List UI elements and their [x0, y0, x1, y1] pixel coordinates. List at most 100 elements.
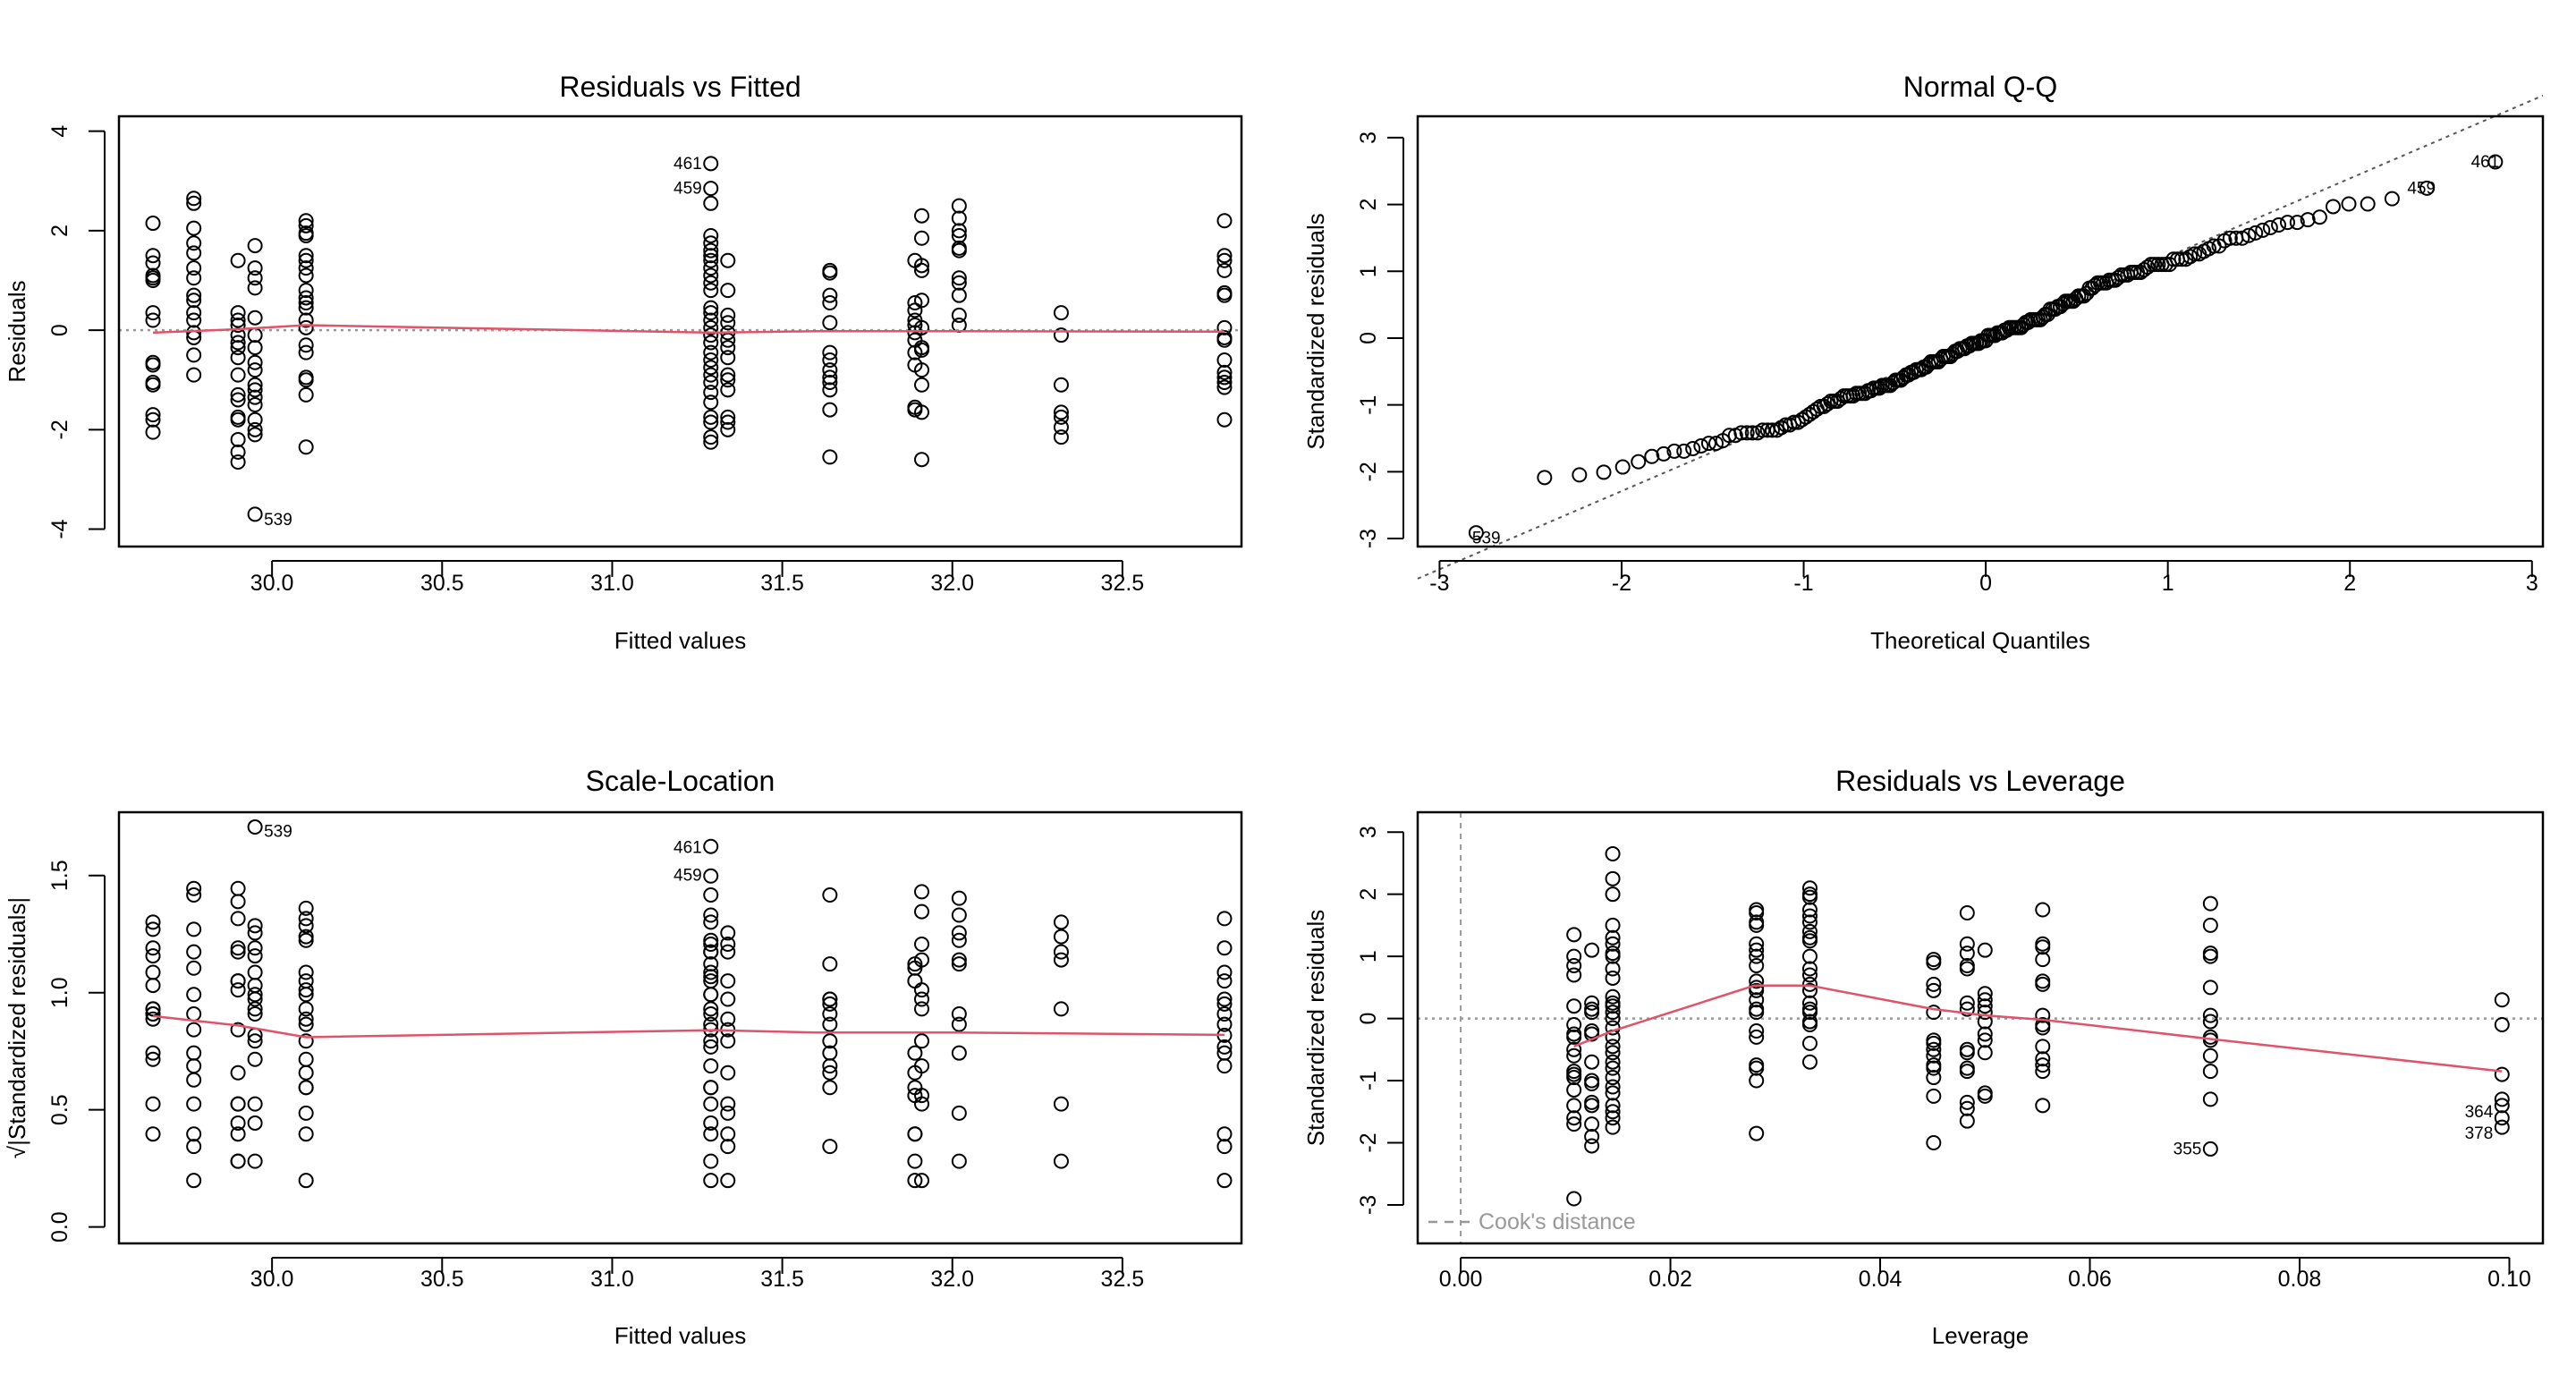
data-point — [1596, 464, 1612, 480]
data-point — [247, 310, 263, 326]
data-point — [230, 305, 246, 321]
data-point — [1216, 964, 1233, 980]
y-tick-label: 2 — [1356, 888, 1381, 901]
y-tick-label: 2 — [1356, 199, 1381, 211]
data-point — [2035, 939, 2051, 955]
data-point — [1566, 1191, 1582, 1207]
data-point — [703, 1039, 719, 1055]
data-point — [914, 982, 930, 998]
data-point — [298, 386, 314, 403]
data-point — [703, 1115, 719, 1131]
data-point — [951, 318, 967, 334]
data-point — [1749, 942, 1765, 958]
data-point — [1801, 908, 1818, 924]
point-label: 459 — [674, 180, 702, 199]
data-point — [230, 1022, 246, 1038]
data-point — [1584, 1005, 1600, 1021]
data-point — [1584, 1098, 1600, 1114]
point-label: 539 — [1472, 529, 1501, 547]
data-point — [951, 890, 967, 906]
data-point — [914, 230, 930, 246]
data-point — [703, 868, 719, 884]
data-point — [703, 1153, 719, 1169]
y-tick-label: 3 — [1356, 826, 1381, 838]
data-point — [1959, 946, 1975, 962]
data-point — [951, 1005, 967, 1022]
data-point — [1566, 958, 1582, 974]
point-label: 461 — [2471, 153, 2500, 172]
data-point — [247, 238, 263, 254]
data-point — [1614, 459, 1631, 475]
data-point — [2211, 238, 2227, 254]
data-point — [1053, 1153, 1069, 1169]
data-point — [145, 1001, 161, 1017]
data-point — [1605, 1045, 1621, 1061]
data-point — [1749, 982, 1765, 998]
data-point — [1053, 914, 1069, 930]
x-tick-label: 32.5 — [1101, 571, 1145, 596]
data-point — [1605, 998, 1621, 1014]
data-point — [1605, 886, 1621, 903]
data-point — [298, 964, 314, 980]
data-point — [1605, 988, 1621, 1005]
data-point — [951, 210, 967, 226]
data-point — [720, 252, 736, 268]
data-point — [247, 1051, 263, 1067]
plot-frame — [117, 810, 1243, 1245]
data-point — [1926, 1047, 1942, 1064]
data-point — [822, 886, 838, 903]
data-point — [914, 342, 930, 358]
data-point — [1959, 961, 1975, 977]
y-tick-label: 4 — [47, 125, 72, 138]
data-point — [247, 427, 263, 443]
data-point — [703, 248, 719, 264]
data-point — [822, 996, 838, 1012]
data-point — [145, 914, 161, 930]
data-point — [1584, 1076, 1600, 1092]
data-point — [186, 220, 202, 236]
data-point — [1053, 409, 1069, 425]
data-point — [951, 1105, 967, 1121]
data-point — [230, 411, 246, 428]
data-point — [186, 325, 202, 341]
data-point — [298, 439, 314, 455]
data-point — [247, 978, 263, 994]
y-tick-label: -3 — [1356, 1195, 1381, 1215]
data-point — [822, 956, 838, 972]
data-point — [1749, 905, 1765, 921]
data-point — [1749, 958, 1765, 974]
data-point — [186, 1005, 202, 1022]
data-point — [2255, 222, 2271, 238]
data-point — [247, 940, 263, 956]
data-point — [145, 1005, 161, 1022]
data-point — [298, 987, 314, 1003]
data-point — [230, 894, 246, 910]
data-point — [1537, 470, 1553, 486]
data-point — [822, 1005, 838, 1022]
y-tick-label: -3 — [1356, 529, 1381, 548]
data-point — [703, 1080, 719, 1096]
data-point — [1216, 996, 1233, 1012]
data-point — [1216, 262, 1233, 278]
data-point — [914, 991, 930, 1007]
data-point — [230, 386, 246, 403]
data-point — [720, 1011, 736, 1027]
y-tick-label: -2 — [1356, 462, 1381, 481]
data-point — [186, 312, 202, 328]
data-point — [247, 948, 263, 964]
data-point — [298, 1001, 314, 1017]
data-point — [1605, 1011, 1621, 1027]
data-point — [914, 262, 930, 278]
data-point — [298, 267, 314, 284]
data-point — [145, 377, 161, 393]
data-point — [914, 258, 930, 274]
data-point — [145, 357, 161, 373]
data-point — [720, 414, 736, 430]
data-point — [720, 1033, 736, 1049]
data-point — [2494, 1110, 2510, 1126]
data-point — [1959, 1100, 1975, 1116]
data-point — [720, 1126, 736, 1142]
chart-title: Scale-Location — [586, 765, 775, 797]
data-point — [247, 340, 263, 356]
data-point — [230, 444, 246, 460]
